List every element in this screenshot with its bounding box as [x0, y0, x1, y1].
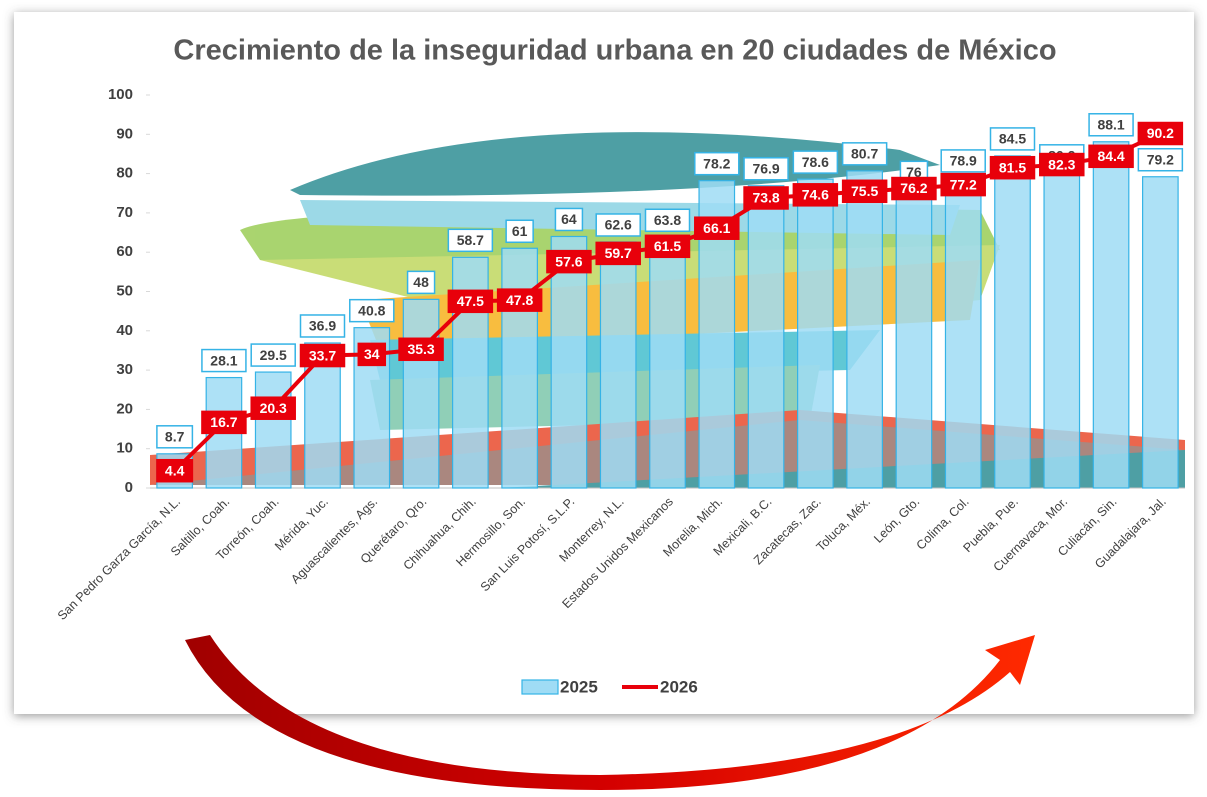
- bar-value-label: 61: [512, 223, 528, 239]
- bar-value-label: 78.9: [950, 153, 977, 169]
- bar: [403, 299, 438, 488]
- legend-swatch: [522, 680, 558, 694]
- line-value-label: 4.4: [165, 462, 185, 478]
- y-tick-label: 80: [116, 165, 133, 182]
- bar-value-label: 40.8: [358, 302, 385, 318]
- bar-value-label: 64: [561, 211, 577, 227]
- line-value-label: 57.6: [555, 253, 582, 269]
- bar-value-label: 36.9: [309, 318, 336, 334]
- line-value-label: 47.5: [457, 293, 484, 309]
- line-value-label: 74.6: [802, 187, 829, 203]
- line-value-label: 76.2: [900, 180, 927, 196]
- bar: [896, 189, 931, 488]
- y-tick-label: 50: [116, 282, 133, 299]
- bar: [847, 171, 882, 488]
- line-value-label: 20.3: [260, 400, 287, 416]
- bar-value-label: 84.5: [999, 131, 1026, 147]
- page: Crecimiento de la inseguridad urbana en …: [0, 0, 1207, 792]
- y-tick-label: 100: [108, 86, 133, 103]
- line-value-label: 77.2: [950, 176, 977, 192]
- y-tick-label: 20: [116, 400, 133, 417]
- line-value-label: 84.4: [1097, 148, 1124, 164]
- line-value-label: 34: [364, 346, 380, 362]
- line-value-label: 33.7: [309, 347, 336, 363]
- bar: [600, 242, 635, 488]
- bar: [650, 237, 685, 488]
- legend-label: 2025: [560, 677, 598, 696]
- bar-value-label: 79.2: [1147, 151, 1174, 167]
- bar: [255, 372, 290, 488]
- bar-value-label: 80.7: [851, 146, 878, 162]
- y-tick-label: 40: [116, 322, 133, 339]
- bar-value-label: 78.2: [703, 155, 730, 171]
- y-tick-label: 10: [116, 440, 133, 457]
- line-value-label: 75.5: [851, 183, 878, 199]
- y-tick-label: 60: [116, 243, 133, 260]
- line-value-label: 82.3: [1048, 156, 1075, 172]
- chart-title: Crecimiento de la inseguridad urbana en …: [173, 35, 1056, 67]
- y-tick-label: 90: [116, 125, 133, 142]
- line-value-label: 73.8: [752, 190, 779, 206]
- line-value-label: 66.1: [703, 220, 730, 236]
- bar-value-label: 29.5: [260, 347, 287, 363]
- y-tick-label: 30: [116, 361, 133, 378]
- bar-value-label: 58.7: [457, 232, 484, 248]
- bar: [551, 236, 586, 488]
- bar-value-label: 8.7: [165, 429, 185, 445]
- y-tick-label: 0: [125, 479, 133, 496]
- chart: Crecimiento de la inseguridad urbana en …: [0, 0, 1207, 792]
- line-value-label: 47.8: [506, 292, 533, 308]
- bar: [798, 179, 833, 488]
- bar-value-label: 78.6: [802, 154, 829, 170]
- line-value-label: 90.2: [1147, 125, 1174, 141]
- line-value-label: 81.5: [999, 159, 1026, 175]
- bar: [945, 178, 980, 488]
- y-tick-label: 70: [116, 204, 133, 221]
- bar: [502, 248, 537, 488]
- bar-value-label: 88.1: [1097, 116, 1124, 132]
- line-value-label: 59.7: [605, 245, 632, 261]
- bar-value-label: 48: [413, 274, 429, 290]
- bar: [1143, 177, 1178, 488]
- bar: [748, 186, 783, 488]
- bar-value-label: 63.8: [654, 212, 681, 228]
- bar-value-label: 76.9: [752, 160, 779, 176]
- legend-label: 2026: [660, 677, 698, 696]
- bar-value-label: 62.6: [605, 217, 632, 233]
- bar-value-label: 28.1: [210, 352, 237, 368]
- bar: [1093, 142, 1128, 488]
- bar: [995, 156, 1030, 488]
- bar: [1044, 173, 1079, 488]
- line-value-label: 61.5: [654, 238, 681, 254]
- line-value-label: 16.7: [210, 414, 237, 430]
- line-value-label: 35.3: [407, 341, 434, 357]
